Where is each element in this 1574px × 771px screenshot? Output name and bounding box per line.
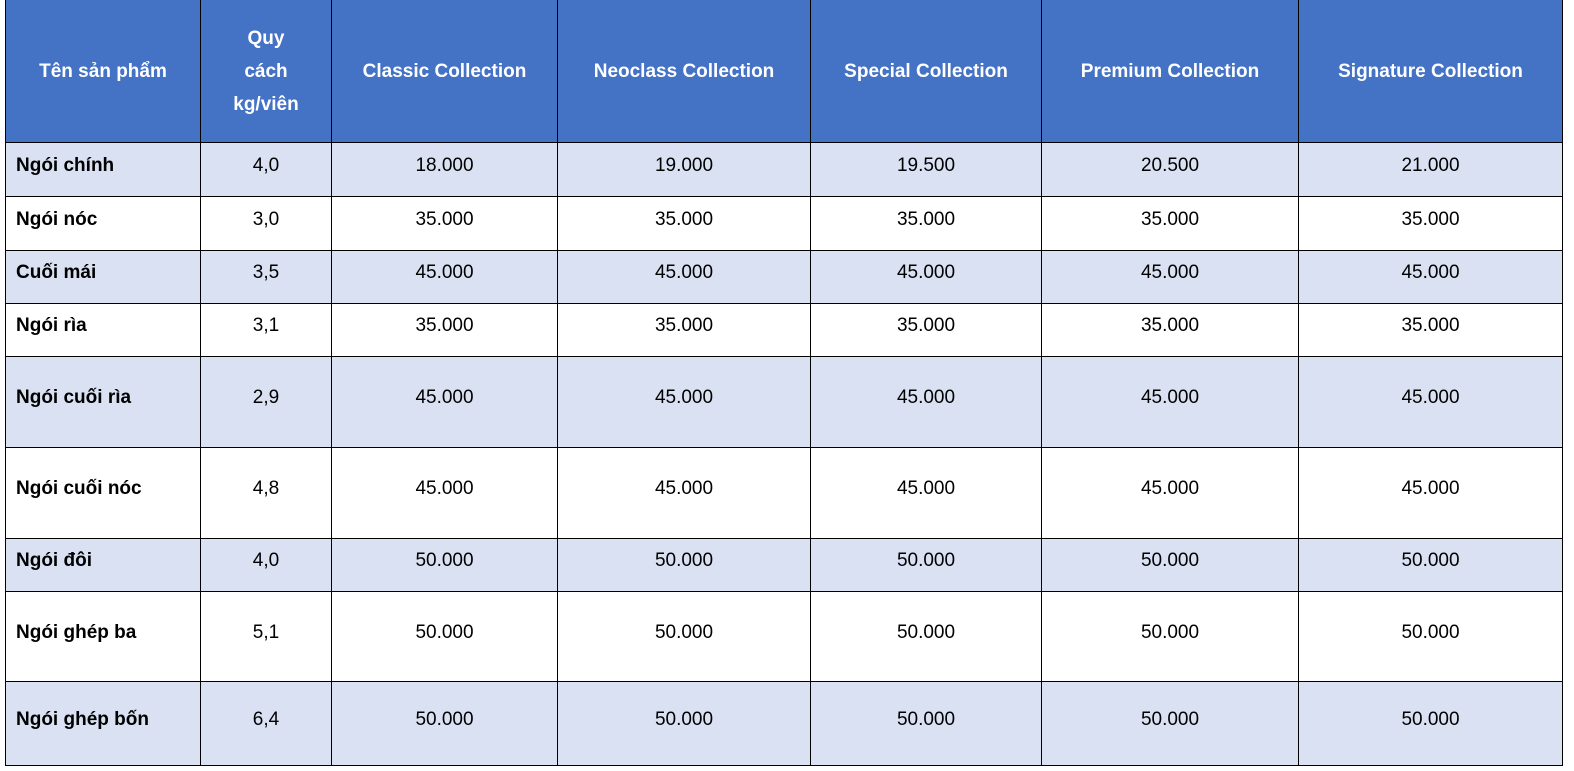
price-cell: 50.000 <box>810 591 1042 682</box>
price-cell: 45.000 <box>557 356 811 448</box>
product-name-cell: Ngói ghép bốn <box>5 681 201 766</box>
product-name-cell: Cuối mái <box>5 250 201 304</box>
price-cell: 45.000 <box>810 356 1042 448</box>
price-cell: 35.000 <box>331 303 558 357</box>
spec-cell: 2,9 <box>200 356 332 448</box>
spec-cell: 3,1 <box>200 303 332 357</box>
column-header: Quy cách kg/viên <box>200 0 332 143</box>
price-cell: 35.000 <box>810 196 1042 251</box>
price-cell: 50.000 <box>1041 538 1299 592</box>
price-cell: 50.000 <box>331 538 558 592</box>
price-cell: 19.500 <box>810 142 1042 197</box>
column-header: Signature Collection <box>1298 0 1563 143</box>
product-name-cell: Ngói ghép ba <box>5 591 201 682</box>
spec-cell: 4,8 <box>200 447 332 539</box>
spec-cell: 6,4 <box>200 681 332 766</box>
price-cell: 35.000 <box>1041 196 1299 251</box>
spec-cell: 3,0 <box>200 196 332 251</box>
table-row: Ngói nóc 3,0 35.000 35.000 35.000 35.000 35.00… <box>5 196 1563 251</box>
price-cell: 35.000 <box>557 303 811 357</box>
price-cell: 50.000 <box>557 538 811 592</box>
price-cell: 19.000 <box>557 142 811 197</box>
price-cell: 50.000 <box>1298 681 1563 766</box>
table-row: Ngói đôi 4,0 50.000 50.000 50.000 50.000 50.00… <box>5 538 1563 592</box>
price-table: Tên sản phẩm Quy cách kg/viên Classic Coll… <box>5 0 1563 766</box>
column-header: Premium Collection <box>1041 0 1299 143</box>
spec-cell: 4,0 <box>200 538 332 592</box>
price-cell: 35.000 <box>1298 196 1563 251</box>
price-cell: 50.000 <box>810 538 1042 592</box>
price-cell: 20.500 <box>1041 142 1299 197</box>
price-cell: 45.000 <box>1298 250 1563 304</box>
product-name-cell: Ngói đôi <box>5 538 201 592</box>
table-row: Ngói cuối rìa 2,9 45.000 45.000 45.000 45.000… <box>5 356 1563 448</box>
column-header: Neoclass Collection <box>557 0 811 143</box>
price-cell: 50.000 <box>810 681 1042 766</box>
price-cell: 45.000 <box>557 447 811 539</box>
header-row: Tên sản phẩm Quy cách kg/viên Classic Coll… <box>5 0 1563 143</box>
product-name-cell: Ngói cuối nóc <box>5 447 201 539</box>
price-cell: 50.000 <box>1041 591 1299 682</box>
column-header: Special Collection <box>810 0 1042 143</box>
column-header: Classic Collection <box>331 0 558 143</box>
price-cell: 50.000 <box>1041 681 1299 766</box>
price-cell: 45.000 <box>331 250 558 304</box>
price-cell: 45.000 <box>331 447 558 539</box>
price-cell: 45.000 <box>810 250 1042 304</box>
product-name-cell: Ngói cuối rìa <box>5 356 201 448</box>
price-cell: 50.000 <box>331 591 558 682</box>
price-cell: 18.000 <box>331 142 558 197</box>
table-row: Ngói ghép bốn 6,4 50.000 50.000 50.000 50.000… <box>5 681 1563 766</box>
spec-cell: 3,5 <box>200 250 332 304</box>
price-cell: 50.000 <box>557 681 811 766</box>
table-row: Cuối mái 3,5 45.000 45.000 45.000 45.000 45.00… <box>5 250 1563 304</box>
price-cell: 21.000 <box>1298 142 1563 197</box>
price-cell: 45.000 <box>1041 356 1299 448</box>
price-cell: 45.000 <box>331 356 558 448</box>
price-cell: 35.000 <box>810 303 1042 357</box>
price-cell: 45.000 <box>557 250 811 304</box>
table-row: Ngói rìa 3,1 35.000 35.000 35.000 35.000 35.00… <box>5 303 1563 357</box>
price-cell: 35.000 <box>557 196 811 251</box>
table-row: Ngói ghép ba 5,1 50.000 50.000 50.000 50.000 5… <box>5 591 1563 682</box>
price-cell: 35.000 <box>1298 303 1563 357</box>
table-row: Ngói chính 4,0 18.000 19.000 19.500 20.500 21.… <box>5 142 1563 197</box>
price-cell: 35.000 <box>331 196 558 251</box>
product-name-cell: Ngói nóc <box>5 196 201 251</box>
price-cell: 45.000 <box>1298 447 1563 539</box>
spec-cell: 4,0 <box>200 142 332 197</box>
price-cell: 50.000 <box>1298 538 1563 592</box>
product-name-cell: Ngói rìa <box>5 303 201 357</box>
price-cell: 50.000 <box>331 681 558 766</box>
price-cell: 45.000 <box>1041 250 1299 304</box>
price-cell: 45.000 <box>1041 447 1299 539</box>
spec-cell: 5,1 <box>200 591 332 682</box>
table-row: Ngói cuối nóc 4,8 45.000 45.000 45.000 45.000… <box>5 447 1563 539</box>
product-name-cell: Ngói chính <box>5 142 201 197</box>
price-cell: 50.000 <box>557 591 811 682</box>
column-header: Tên sản phẩm <box>5 0 201 143</box>
price-cell: 50.000 <box>1298 591 1563 682</box>
price-cell: 45.000 <box>1298 356 1563 448</box>
price-cell: 35.000 <box>1041 303 1299 357</box>
price-cell: 45.000 <box>810 447 1042 539</box>
